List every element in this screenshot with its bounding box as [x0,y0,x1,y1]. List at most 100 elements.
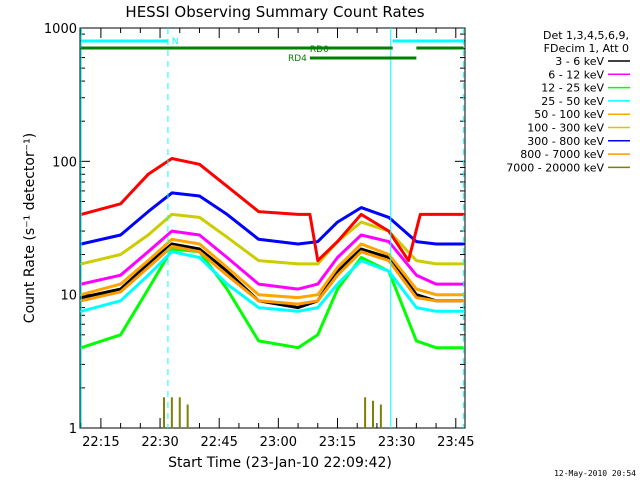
series-point [257,306,260,309]
series-point [225,273,229,277]
series-point [257,339,260,343]
series-point [170,238,174,241]
series-point [147,233,150,237]
series-point [316,282,319,286]
series-point [296,242,300,246]
plot-area [79,27,466,429]
series-point [434,282,438,286]
series-point [225,235,229,239]
y-tick-label: 1000 [44,22,77,37]
series-point [170,191,174,195]
series-point [198,233,201,237]
series-point [147,273,150,277]
series-point [296,306,300,309]
series-point [170,242,174,246]
series-point [119,299,122,302]
series-point [359,250,363,253]
series-point [415,240,418,243]
series-point [119,290,122,294]
rd4-label: RD4 [288,54,307,64]
series-point [415,339,418,343]
series-point [225,213,229,216]
x-axis: 22:15 22:30 22:45 23:00 23:15 23:30 23:45 [80,28,475,450]
series-point [257,282,260,286]
legend-title-line: FDecim 1, Att 0 [544,42,629,55]
y-axis: 1 10 100 1000 [44,22,465,437]
series-point [415,259,418,262]
series-point [119,273,122,277]
y-axis-label-text: Count Rate (s⁻¹ detector⁻¹) [22,133,38,323]
series-point [434,262,438,266]
series-point [462,299,465,302]
series-point [198,194,201,198]
series-point [119,253,122,256]
series-point [147,262,150,266]
series-point [462,242,465,246]
series-point [225,269,229,273]
x-axis-label: Start Time (23-Jan-10 22:09:42) [168,455,392,471]
series-point [225,185,229,188]
series-point [336,273,339,277]
series-point [316,333,319,337]
series-point [434,299,438,302]
series-point [434,346,438,349]
series-point [387,253,390,256]
series-point [336,220,339,224]
series-point [147,287,150,291]
x-tick-label: 23:30 [378,435,415,450]
series-point [415,287,418,291]
series-point [316,262,319,266]
series-point [462,310,465,313]
x-tick-label: 22:45 [200,435,237,450]
series-layer [79,157,465,428]
series-point [257,238,260,241]
y-tick-label: 1 [69,422,77,437]
series-point [387,216,390,219]
y-tick-label: 100 [52,155,77,170]
series-point [387,229,390,233]
series-point [198,250,201,253]
series-point [359,220,363,224]
legend-entry-label: 7000 - 20000 keV [506,161,604,174]
x-tick-label: 23:45 [437,435,474,450]
chart-title: HESSI Observing Summary Count Rates [125,3,424,21]
legend-entry-label: 100 - 300 keV [527,122,604,135]
series-point [225,256,229,259]
legend-entry-label: 25 - 50 keV [541,95,604,108]
legend-entry-label: 800 - 7000 keV [520,148,604,161]
night-bar-label: N [172,37,179,47]
series-point [296,310,300,313]
series-point [336,240,339,243]
series-point [359,233,363,237]
series-point [296,262,300,266]
legend-entry-label: 12 - 25 keV [541,82,604,95]
series-point [434,310,438,313]
series-point [336,282,339,286]
series-point [296,213,300,216]
series-point [359,206,363,209]
series-point [336,256,339,259]
series-point [296,346,300,349]
series-point [170,250,174,253]
series-point [296,296,300,299]
legend-title-line: Det 1,3,4,5,6,9, [543,29,629,42]
series-point [336,266,339,269]
series-point [308,213,312,216]
series-point [147,259,150,262]
series-point [257,293,260,296]
series-point [387,240,390,243]
series-point [119,202,122,206]
series-point [170,213,174,216]
series-point [257,210,260,213]
series-point [198,242,201,246]
legend-entry-label: 3 - 6 keV [555,55,604,68]
y-tick-label: 10 [60,289,77,304]
series-point [462,213,465,216]
series-point [198,247,201,251]
series-point [225,287,229,291]
series-point [170,157,174,160]
series-point [170,229,174,233]
x-tick-label: 22:30 [141,435,178,450]
series-point [434,293,438,296]
